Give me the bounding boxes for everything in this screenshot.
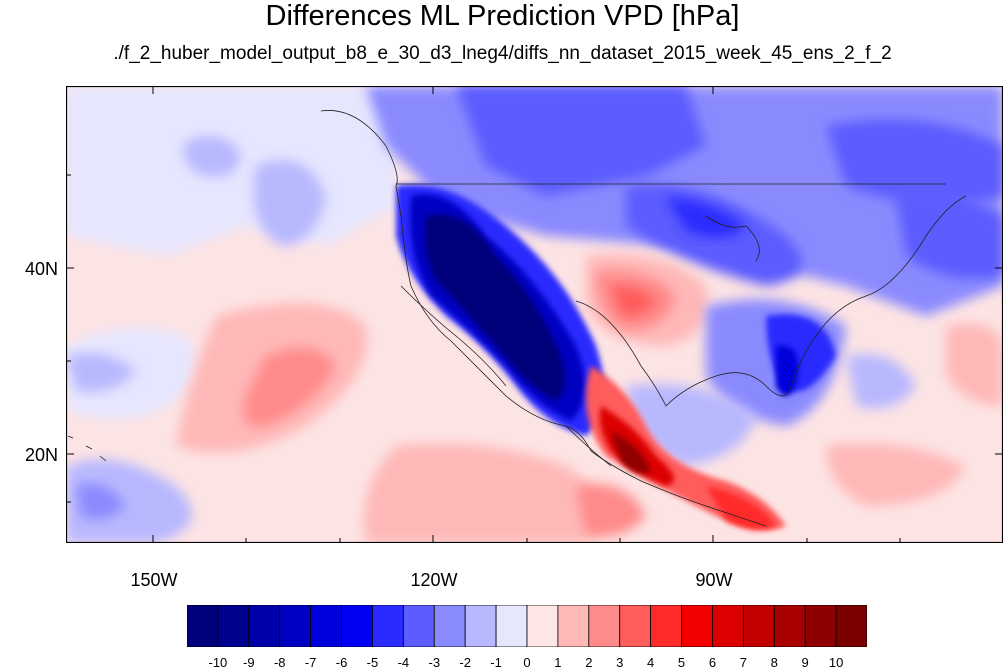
colorbar-swatch <box>619 604 652 648</box>
colorbar-swatch <box>712 604 744 648</box>
colorbar-tick-label: 0 <box>523 655 531 670</box>
colorbar-swatch <box>835 604 868 648</box>
lon-label-90w: 90W <box>695 570 733 590</box>
colorbar-tick-label: -7 <box>304 655 317 670</box>
colorbar <box>186 604 868 648</box>
colorbar-tick-label: -4 <box>397 655 410 670</box>
colorbar-tick-label: -2 <box>459 655 471 670</box>
lat-label-40n: 40N <box>25 259 59 279</box>
colorbar-tick-label: 6 <box>708 655 717 670</box>
colorbar-swatch <box>186 604 219 648</box>
colorbar-swatch <box>341 604 373 648</box>
colorbar-swatch <box>248 604 281 648</box>
colorbar-tick-label: 2 <box>585 655 593 670</box>
colorbar-swatch <box>433 604 466 648</box>
lat-label-20n: 20N <box>25 445 59 465</box>
lon-label-120w: 120W <box>410 570 458 590</box>
colorbar-swatch <box>588 604 621 648</box>
tick-marks <box>66 86 1003 543</box>
lon-label-150w: 150W <box>130 570 178 590</box>
colorbar-tick-label: -5 <box>366 655 379 670</box>
colorbar-tick-label: -9 <box>243 655 255 670</box>
colorbar-tick-label: 8 <box>770 655 778 670</box>
colorbar-swatch <box>681 604 713 648</box>
colorbar-tick-label: -1 <box>490 655 502 670</box>
colorbar-swatch <box>557 604 590 648</box>
colorbar-swatch <box>495 604 528 648</box>
colorbar-tick-label: 4 <box>647 655 655 670</box>
plot-subtitle: ./f_2_huber_model_output_b8_e_30_d3_lneg… <box>113 43 892 64</box>
field-layers <box>66 86 1003 543</box>
colorbar-swatch <box>217 604 250 648</box>
colorbar-swatch <box>804 604 837 648</box>
colorbar-tick-label: 10 <box>828 655 844 670</box>
vpd-difference-map <box>66 86 1003 543</box>
colorbar-tick-label: 9 <box>801 655 809 670</box>
colorbar-tick-label: 7 <box>739 655 747 670</box>
hawaii-islands <box>67 435 107 462</box>
colorbar-swatch <box>372 604 404 648</box>
colorbar-tick-label: 3 <box>616 655 624 670</box>
colorbar-swatch <box>742 604 775 648</box>
plot-frame <box>66 86 1003 543</box>
colorbar-tick-label: 1 <box>554 655 562 670</box>
colorbar-swatches <box>186 604 868 648</box>
colorbar-tick-label: -6 <box>335 655 348 670</box>
colorbar-swatch <box>402 604 435 648</box>
plot-title: Differences ML Prediction VPD [hPa] <box>265 0 740 32</box>
colorbar-swatch <box>773 604 806 648</box>
colorbar-tick-label: -3 <box>428 655 441 670</box>
colorbar-tick-label: -8 <box>273 655 286 670</box>
coastlines <box>320 110 967 527</box>
colorbar-swatch <box>650 604 682 648</box>
colorbar-tick-label: -10 <box>208 655 228 670</box>
colorbar-swatch <box>464 604 497 648</box>
colorbar-swatch <box>526 604 559 648</box>
colorbar-tick-label: 5 <box>677 655 686 670</box>
colorbar-swatch <box>310 604 342 648</box>
colorbar-swatch <box>279 604 312 648</box>
